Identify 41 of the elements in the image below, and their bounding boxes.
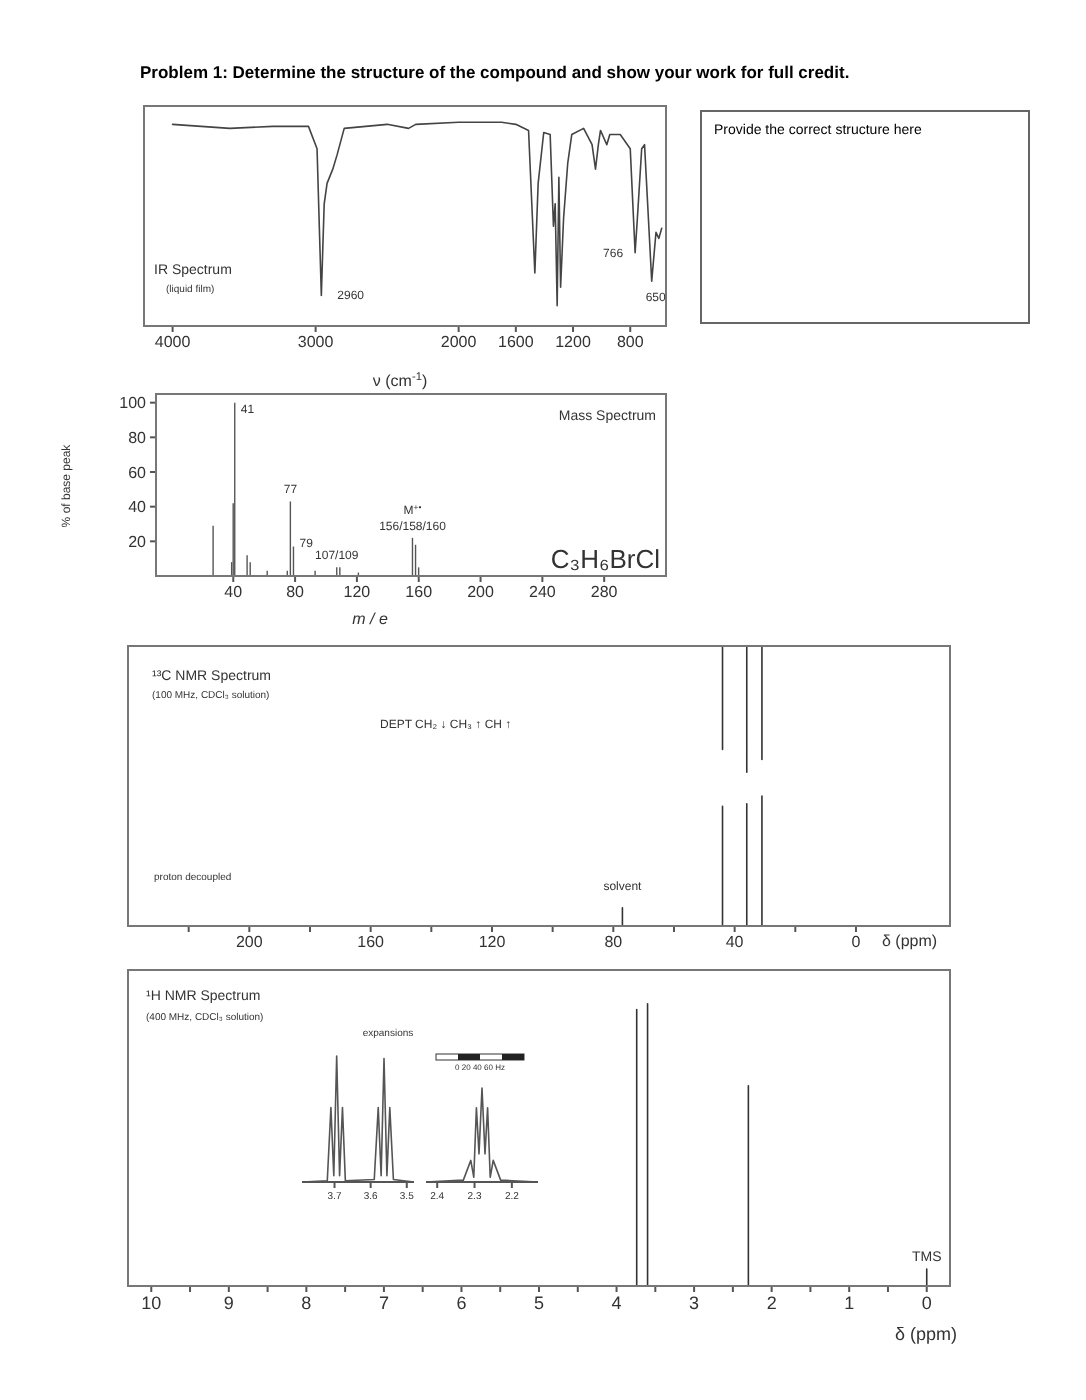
y-tick-label: 100 [119, 394, 148, 413]
x-tick-label: 7 [378, 1292, 389, 1313]
x-tick-label: 200 [467, 583, 495, 602]
x-tick-label: 3 [689, 1292, 700, 1313]
y-tick-label: 80 [128, 429, 148, 448]
x-axis-title: δ (ppm) [882, 932, 938, 950]
y-tick-label: 60 [128, 463, 148, 482]
x-tick-label: 80 [604, 933, 624, 952]
x-tick-label: 6 [456, 1292, 467, 1313]
x-tick-label: 2000 [440, 333, 478, 352]
x-axis-title: m / e [352, 610, 389, 628]
x-tick-label: 280 [590, 583, 619, 602]
x-tick-label: 40 [224, 583, 244, 602]
x-tick-label: 120 [343, 583, 372, 602]
y-tick-label: 40 [128, 498, 148, 517]
x-tick-label: 160 [405, 583, 434, 602]
x-tick-label: 3000 [297, 333, 335, 352]
x-tick-label: 240 [529, 583, 557, 602]
x-tick-label: 4000 [154, 333, 192, 352]
x-tick-label: 10 [141, 1292, 162, 1313]
x-tick-label: 120 [478, 933, 507, 952]
text: Problem 1: Determine the structure of the compound and show your work for full credit. [140, 62, 850, 82]
x-axis-title: ν (cm$^{-1}$) [372, 372, 428, 390]
x-tick-label: 800 [616, 333, 645, 352]
x-tick-label: 4 [611, 1292, 622, 1313]
x-tick-label: 0 [851, 933, 862, 952]
x-tick-label: 1200 [555, 333, 592, 352]
x-tick-label: 9 [223, 1292, 234, 1313]
x-tick-label: 2 [766, 1292, 777, 1313]
x-tick-label: 5 [533, 1292, 545, 1313]
x-tick-label: 160 [357, 933, 386, 952]
annotation: C₃H₆BrCl [550, 544, 661, 574]
x-tick-label: 80 [286, 583, 306, 602]
x-tick-label: 0 [921, 1292, 932, 1313]
x-tick-label: 1600 [498, 333, 535, 352]
y-tick-label: 20 [128, 533, 148, 552]
x-tick-label: 8 [301, 1292, 312, 1313]
x-axis-title: δ (ppm) [894, 1324, 958, 1344]
x-tick-label: 200 [235, 933, 264, 952]
x-tick-label: 40 [725, 933, 745, 952]
x-tick-label: 1 [844, 1292, 855, 1313]
